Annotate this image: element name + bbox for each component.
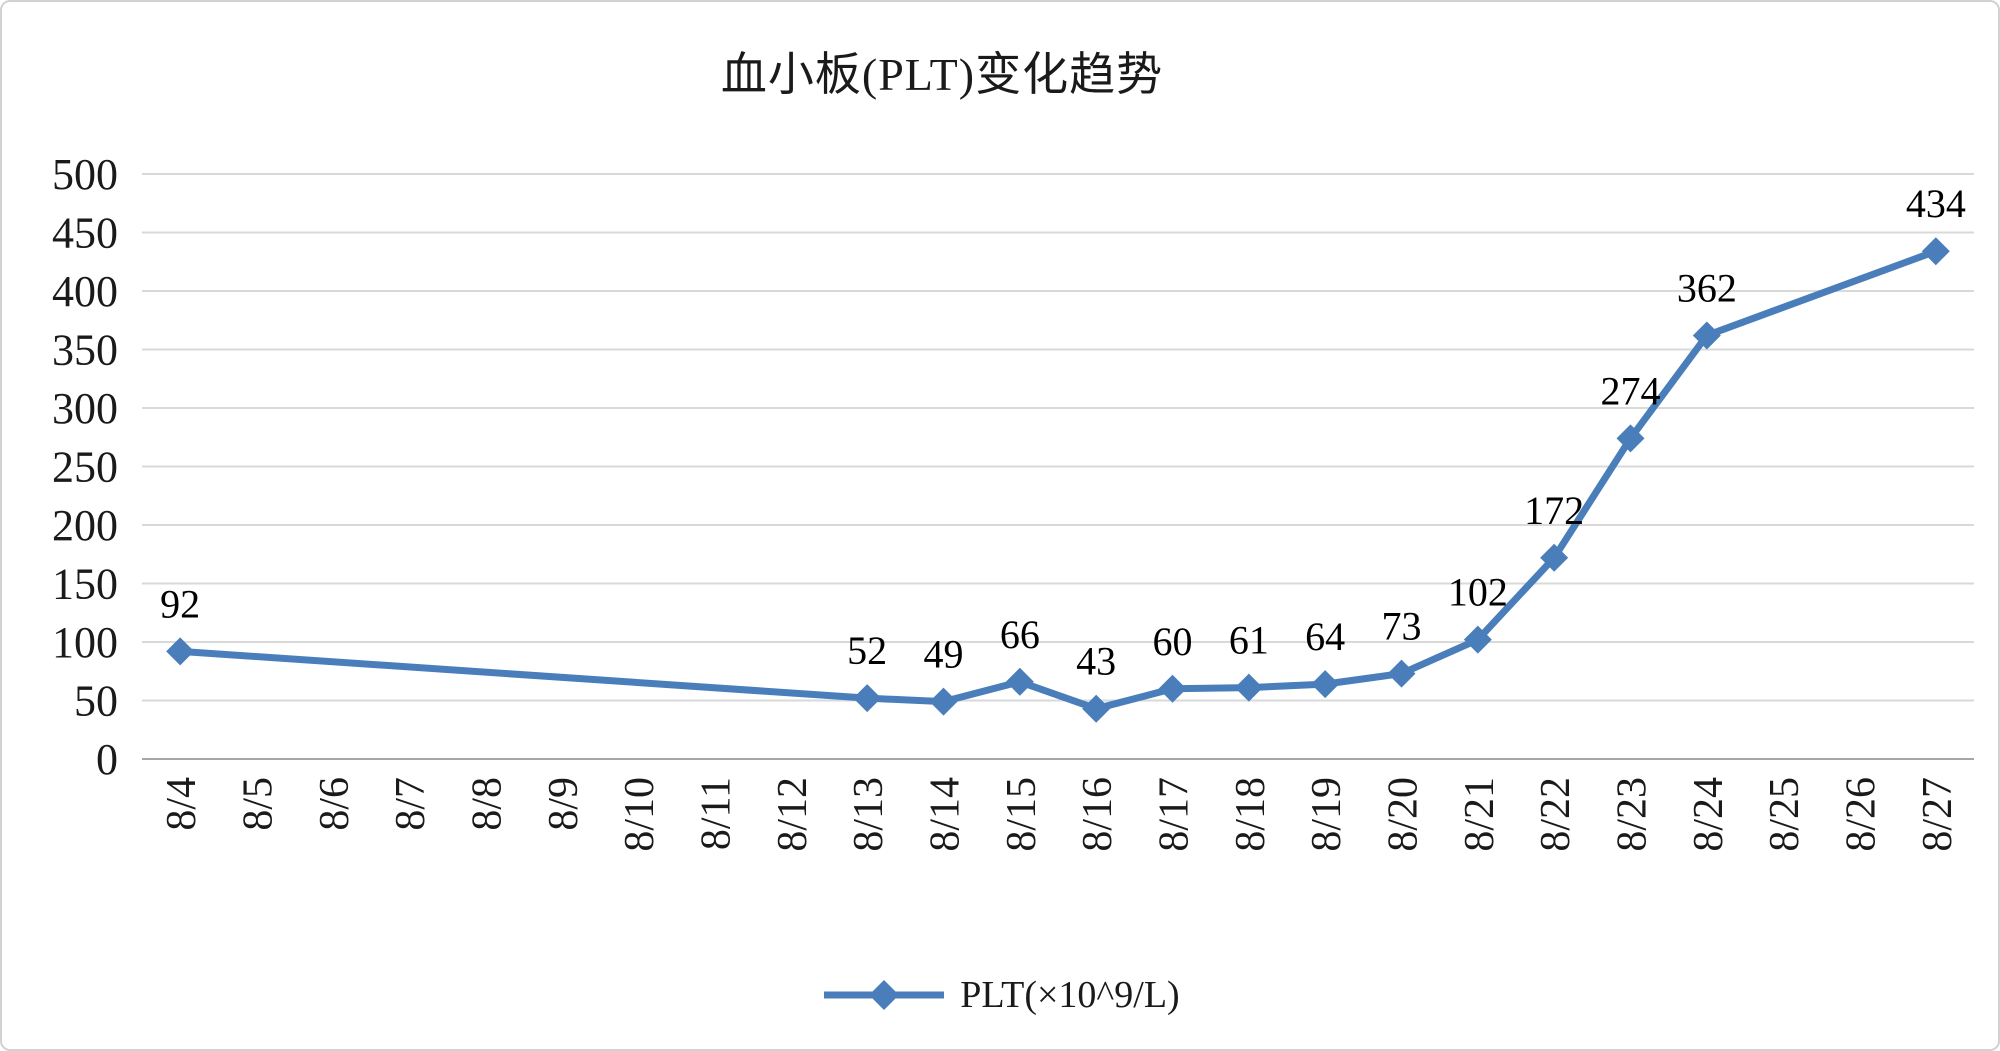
x-axis-label: 8/21 — [1457, 777, 1503, 852]
x-axis-label: 8/24 — [1686, 777, 1732, 852]
data-label: 60 — [1153, 619, 1193, 664]
x-axis-label: 8/4 — [159, 777, 205, 831]
x-axis-label: 8/18 — [1228, 777, 1274, 852]
data-point-marker — [929, 687, 958, 716]
y-axis-label: 400 — [52, 267, 118, 316]
data-point-marker — [1463, 625, 1492, 654]
x-axis-label: 8/25 — [1762, 777, 1808, 852]
data-label: 64 — [1305, 614, 1345, 659]
data-label: 73 — [1382, 604, 1422, 649]
x-axis-label: 8/9 — [541, 777, 587, 831]
x-axis-label: 8/15 — [999, 777, 1045, 852]
data-label: 61 — [1229, 618, 1269, 663]
data-label: 43 — [1076, 639, 1116, 684]
data-label: 434 — [1906, 181, 1966, 226]
data-label: 66 — [1000, 612, 1040, 657]
data-point-marker — [1921, 237, 1950, 266]
data-label: 52 — [847, 628, 887, 673]
x-axis-label: 8/22 — [1533, 777, 1579, 852]
x-axis-label: 8/19 — [1304, 777, 1350, 852]
data-point-marker — [1005, 667, 1034, 696]
x-axis-label: 8/7 — [388, 777, 434, 831]
y-axis-label: 500 — [52, 150, 118, 199]
legend-label: PLT(×10^9/L) — [960, 974, 1180, 1016]
x-axis-label: 8/10 — [617, 777, 663, 852]
y-axis-label: 350 — [52, 326, 118, 375]
data-point-marker — [166, 637, 195, 666]
data-label: 102 — [1448, 570, 1508, 615]
x-axis-label: 8/26 — [1839, 777, 1885, 852]
data-label: 49 — [924, 632, 964, 677]
data-point-marker — [1158, 674, 1187, 703]
data-point-marker — [1082, 694, 1111, 723]
data-point-marker — [1387, 659, 1416, 688]
data-point-marker — [1311, 670, 1340, 699]
y-axis-label: 150 — [52, 560, 118, 609]
y-axis-label: 200 — [52, 501, 118, 550]
y-axis-label: 50 — [74, 677, 118, 726]
data-label: 172 — [1524, 488, 1584, 533]
data-label: 92 — [160, 581, 200, 626]
x-axis-label: 8/14 — [923, 777, 969, 852]
data-point-marker — [1692, 321, 1721, 350]
data-label: 362 — [1677, 265, 1737, 310]
x-axis-label: 8/27 — [1915, 777, 1961, 852]
x-axis-label: 8/11 — [694, 777, 740, 850]
series-line — [176, 247, 1940, 713]
y-axis-label: 300 — [52, 384, 118, 433]
x-axis-label: 8/20 — [1381, 777, 1427, 852]
y-axis-label: 0 — [96, 735, 118, 784]
data-point-marker — [1616, 424, 1645, 453]
y-axis-label: 100 — [52, 618, 118, 667]
legend-diamond-icon — [869, 980, 900, 1010]
y-axis-label: 250 — [52, 443, 118, 492]
legend: PLT(×10^9/L) — [2, 973, 1998, 1017]
x-axis-label: 8/16 — [1075, 777, 1121, 852]
x-axis-label: 8/6 — [312, 777, 358, 831]
x-axis-label: 8/23 — [1610, 777, 1656, 852]
y-axis-label: 450 — [52, 209, 118, 258]
x-axis-label: 8/17 — [1152, 777, 1198, 852]
data-label: 274 — [1601, 368, 1661, 413]
x-axis-label: 8/5 — [236, 777, 282, 831]
legend-line-marker-icon — [824, 980, 945, 1010]
x-axis-label: 8/13 — [846, 777, 892, 852]
chart-title: 血小板(PLT)变化趋势 — [720, 49, 1164, 100]
x-axis-label: 8/8 — [465, 777, 511, 831]
data-point-marker — [1540, 543, 1569, 572]
x-axis-label: 8/12 — [770, 777, 816, 852]
data-point-marker — [853, 684, 882, 713]
data-point-marker — [1234, 673, 1263, 702]
